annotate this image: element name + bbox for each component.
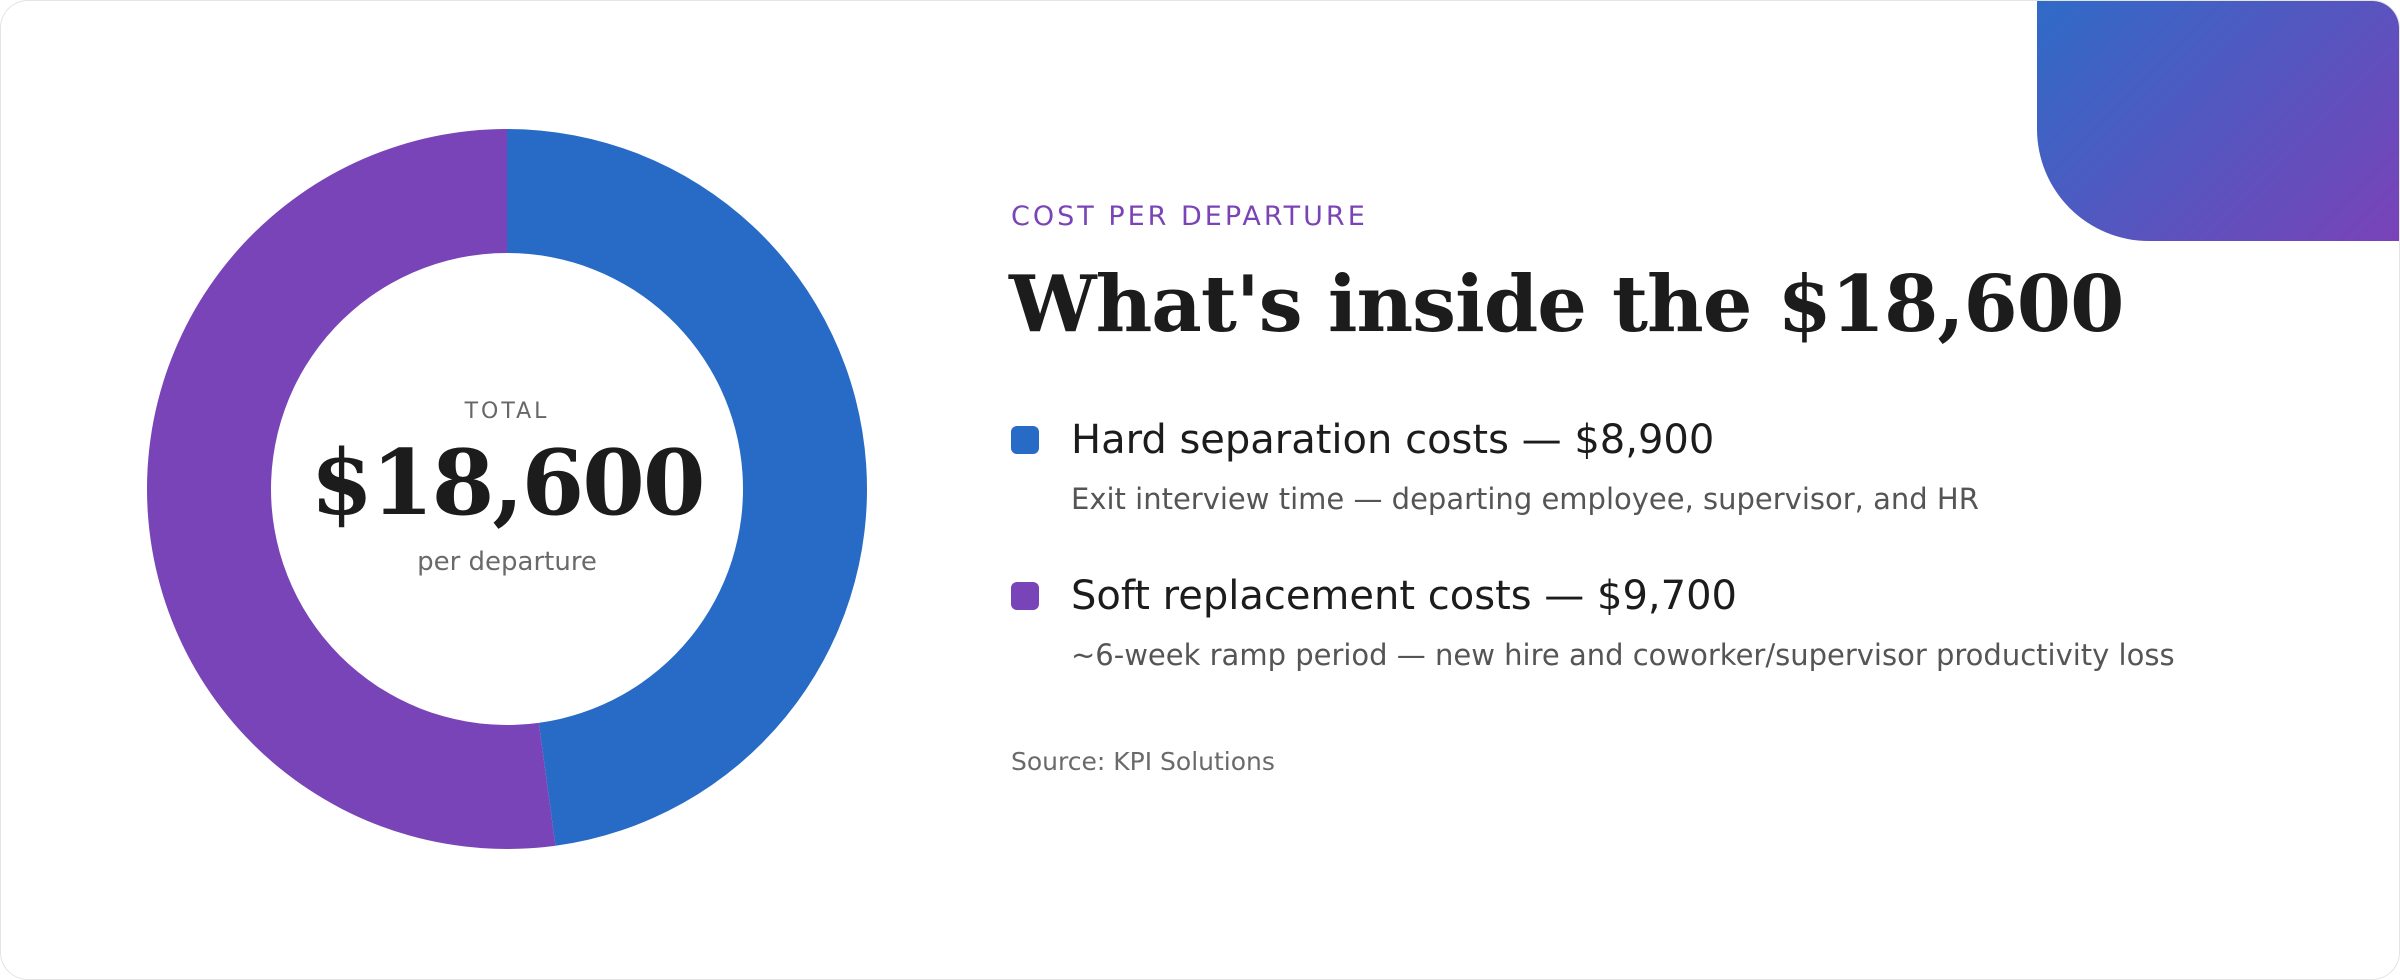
donut-center-subtitle: per departure	[417, 547, 597, 577]
legend-description-hard: Exit interview time — departing employee…	[1071, 482, 1979, 516]
donut-chart-svg	[146, 129, 867, 849]
chart-headline: What's inside the $18,600	[1009, 259, 2124, 350]
legend-swatch-soft	[1011, 582, 1039, 610]
eyebrow-label: COST PER DEPARTURE	[1011, 201, 1368, 232]
donut-slice-soft	[146, 129, 556, 849]
donut-center-value: $18,600	[310, 430, 705, 536]
source-note: Source: KPI Solutions	[1011, 747, 1275, 776]
legend-description-soft: ~6-week ramp period — new hire and cowor…	[1071, 638, 2175, 672]
legend-title-soft: Soft replacement costs — $9,700	[1071, 573, 1737, 619]
donut-center: TOTAL $18,600 per departure	[147, 129, 867, 849]
donut-center-label: TOTAL	[464, 399, 550, 424]
legend-swatch-hard	[1011, 426, 1039, 454]
legend-title-hard: Hard separation costs — $8,900	[1071, 417, 1715, 463]
donut-slice-hard	[507, 129, 867, 846]
donut-chart	[146, 129, 867, 849]
corner-accent-shape	[2037, 1, 2399, 241]
